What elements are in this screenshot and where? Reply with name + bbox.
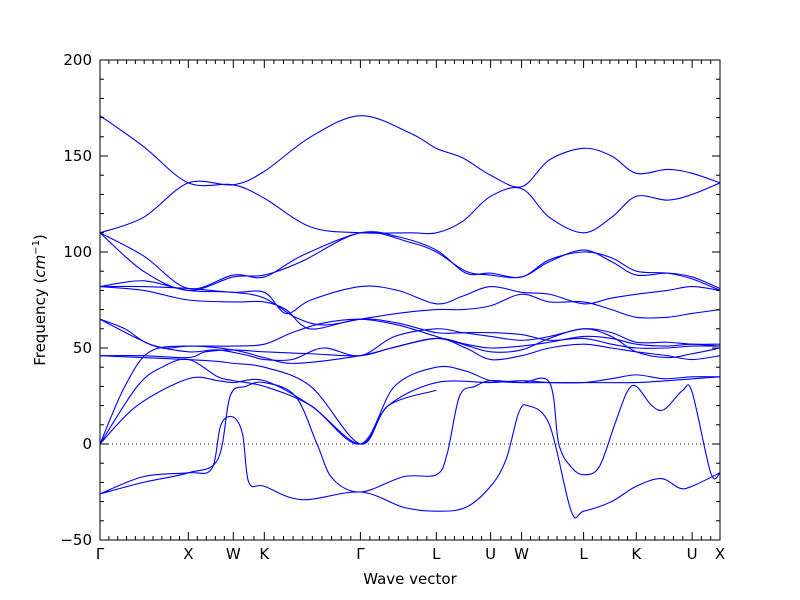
x-tick-label: K (259, 545, 270, 563)
plot-frame (99, 59, 721, 541)
x-axis-title: Wave vector (363, 570, 457, 588)
y-tick-label: 100 (63, 243, 92, 261)
phonon-band-11 (100, 280, 720, 326)
phonon-band-8 (100, 318, 720, 359)
phonon-band-1 (100, 404, 720, 519)
x-tick-label: W (226, 545, 241, 563)
x-tick-label: Γ (96, 545, 105, 563)
x-tick-label: K (631, 545, 642, 563)
phonon-band-13 (100, 231, 720, 291)
y-tick-label: 150 (63, 147, 92, 165)
y-tick-label: −50 (60, 531, 92, 549)
phonon-band-2 (100, 377, 720, 495)
phonon-band-7 (100, 355, 437, 445)
x-tick-label: W (514, 545, 529, 563)
phonon-band-9 (100, 318, 720, 362)
phonon-band-10 (100, 286, 720, 349)
y-axis-unit: cm (31, 255, 49, 278)
y-tick-label: 0 (82, 435, 92, 453)
y-axis: −50 0 50 100 150 200 (60, 51, 720, 549)
phonon-band-15 (100, 115, 720, 234)
x-tick-label: Γ (356, 545, 365, 563)
phonon-band-16 (100, 115, 720, 235)
phonon-band-6 (100, 335, 720, 359)
phonon-band-3 (100, 376, 720, 445)
plot-area (100, 115, 720, 519)
x-tick-label: U (687, 545, 698, 563)
x-tick-label: U (485, 545, 496, 563)
y-tick-label: 200 (63, 51, 92, 69)
phonon-band-4 (100, 358, 720, 445)
x-tick-label: X (183, 545, 193, 563)
y-axis-title: Frequency (cm−1) (31, 234, 49, 366)
y-axis-title-text: Frequency (31, 288, 49, 366)
x-tick-label: L (579, 545, 588, 563)
y-axis-unit-exponent: −1 (31, 240, 42, 255)
y-tick-label: 50 (73, 339, 92, 357)
phonon-band-14 (100, 231, 720, 291)
x-tick-label: L (432, 545, 441, 563)
x-tick-label: X (715, 545, 725, 563)
phonon-band-12 (100, 285, 720, 314)
